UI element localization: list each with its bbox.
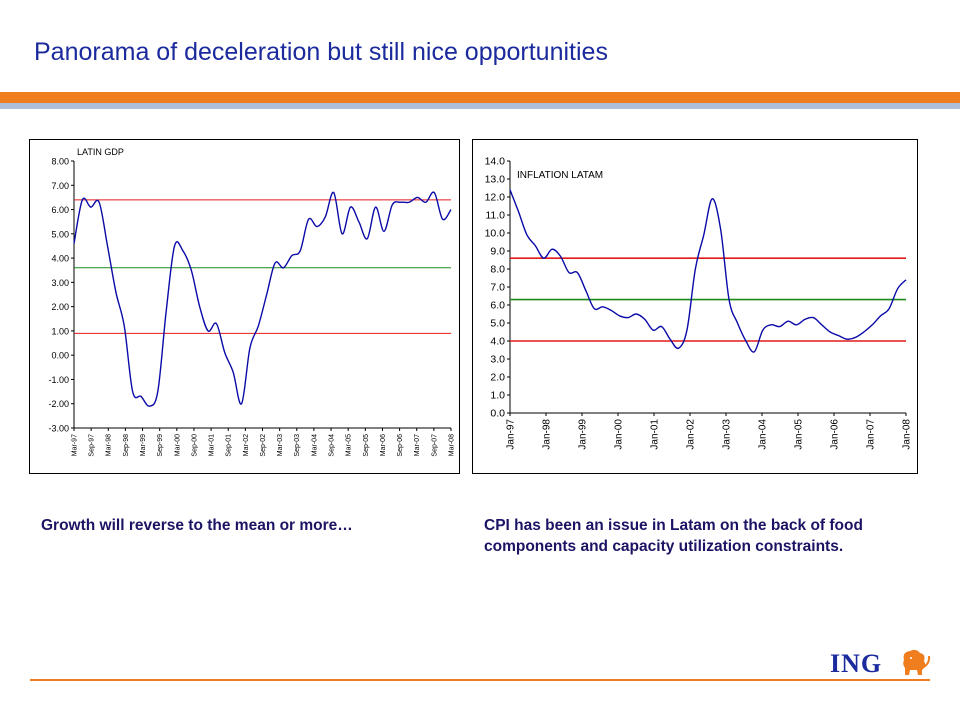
x-tick-label: Jan-00 <box>614 419 625 450</box>
y-tick-label: 1.0 <box>490 390 505 402</box>
chart-title: INFLATION LATAM <box>517 170 603 181</box>
x-tick-label: Sep-06 <box>397 434 404 457</box>
x-tick-label: Sep-97 <box>89 434 96 457</box>
y-tick-label: 5.0 <box>490 318 505 330</box>
x-tick-label: Jan-02 <box>686 419 697 450</box>
x-tick-label: Jan-04 <box>758 419 769 450</box>
x-tick-label: Sep-98 <box>123 434 130 457</box>
x-tick-label: Mar-07 <box>414 434 421 456</box>
latin-gdp-chart-svg: -3.00 -2.00 -1.00 0.00 1.00 2.00 3.00 4.00 5.00 6… <box>48 147 455 457</box>
x-tick-label: Mar-99 <box>140 434 147 456</box>
x-tick-label: Jan-07 <box>866 419 877 450</box>
x-tick-label: Sep-05 <box>363 434 370 457</box>
header-band-blue <box>0 103 960 109</box>
x-tick-label: Sep-02 <box>260 434 267 457</box>
x-tick-label: Jan-03 <box>722 419 733 450</box>
y-tick-label: 13.0 <box>485 174 506 186</box>
x-tick-label: Mar-08 <box>448 434 455 456</box>
series-line <box>509 189 907 353</box>
y-tick-label: -3.00 <box>48 424 69 434</box>
x-tick-label: Mar-05 <box>346 434 353 456</box>
y-tick-label: 0.0 <box>490 408 505 420</box>
inflation-latam-chart-svg: 0.0 1.0 2.0 3.0 4.0 5.0 6.0 7.0 8.0 9.0 10.0 11.0 12… <box>485 156 913 450</box>
y-tick-label: 6.0 <box>490 300 505 312</box>
x-tick-label: Mar-04 <box>311 434 318 456</box>
header-band-orange <box>0 92 960 103</box>
x-tick-label: Mar-00 <box>174 434 181 456</box>
x-tick-label: Mar-01 <box>209 434 216 456</box>
y-tick-label: 2.0 <box>490 372 505 384</box>
y-tick-label: -2.00 <box>48 399 69 409</box>
x-tick-label: Sep-99 <box>157 434 164 457</box>
y-tick-label: 11.0 <box>485 210 505 222</box>
ing-logo: ING <box>830 649 931 678</box>
x-tick-label: Mar-06 <box>380 434 387 456</box>
x-tick-label: Mar-02 <box>243 434 250 456</box>
footer-line <box>30 679 930 681</box>
x-tick-label: Sep-00 <box>191 434 198 457</box>
x-tick-label: Sep-01 <box>226 434 233 457</box>
y-tick-label: 8.0 <box>490 264 505 276</box>
latin-gdp-chart: -3.00 -2.00 -1.00 0.00 1.00 2.00 3.00 4.00 5.00 6… <box>29 139 460 474</box>
ing-logo-text: ING <box>830 649 882 678</box>
series-line <box>73 191 452 407</box>
x-tick-label: Sep-04 <box>328 434 335 457</box>
y-tick-label: 4.00 <box>51 254 69 264</box>
x-tick-label: Jan-01 <box>650 419 661 450</box>
y-tick-label: 7.00 <box>51 181 69 191</box>
caption-cpi: CPI has been an issue in Latam on the ba… <box>484 517 863 555</box>
x-tick-label: Jan-08 <box>902 419 913 450</box>
y-tick-label: 4.0 <box>490 336 505 348</box>
y-tick-label: 7.0 <box>490 282 505 294</box>
x-tick-label: Jan-99 <box>578 419 589 450</box>
chart-title: LATIN GDP <box>77 147 124 157</box>
y-tick-label: 6.00 <box>51 205 69 215</box>
y-tick-label: 3.0 <box>490 354 505 366</box>
x-tick-label: Mar-98 <box>106 434 113 456</box>
y-tick-label: 0.00 <box>51 351 69 361</box>
x-tick-label: Jan-98 <box>542 419 553 450</box>
inflation-latam-chart: 0.0 1.0 2.0 3.0 4.0 5.0 6.0 7.0 8.0 9.0 10.0 11.0 12… <box>472 139 918 474</box>
slide-title: Panorama of deceleration but still nice … <box>34 38 608 66</box>
x-tick-label: Jan-06 <box>830 419 841 450</box>
y-tick-label: 10.0 <box>485 228 506 240</box>
y-tick-label: 3.00 <box>51 278 69 288</box>
y-tick-label: 8.00 <box>51 157 69 167</box>
y-tick-label: 9.0 <box>490 246 505 258</box>
x-tick-label: Mar-03 <box>277 434 284 456</box>
lion-icon <box>903 649 931 675</box>
x-tick-label: Sep-03 <box>294 434 301 457</box>
x-tick-label: Jan-05 <box>794 419 805 450</box>
y-tick-label: 2.00 <box>51 302 69 312</box>
y-tick-label: 12.0 <box>485 192 506 204</box>
y-tick-label: 14.0 <box>485 156 506 168</box>
caption-gdp: Growth will reverse to the mean or more… <box>41 517 353 534</box>
x-tick-label: Mar-97 <box>71 434 78 456</box>
x-tick-label: Jan-97 <box>506 419 517 450</box>
x-tick-label: Sep-07 <box>431 434 438 457</box>
y-tick-label: 5.00 <box>51 229 69 239</box>
y-tick-label: 1.00 <box>51 326 69 336</box>
y-tick-label: -1.00 <box>48 375 69 385</box>
